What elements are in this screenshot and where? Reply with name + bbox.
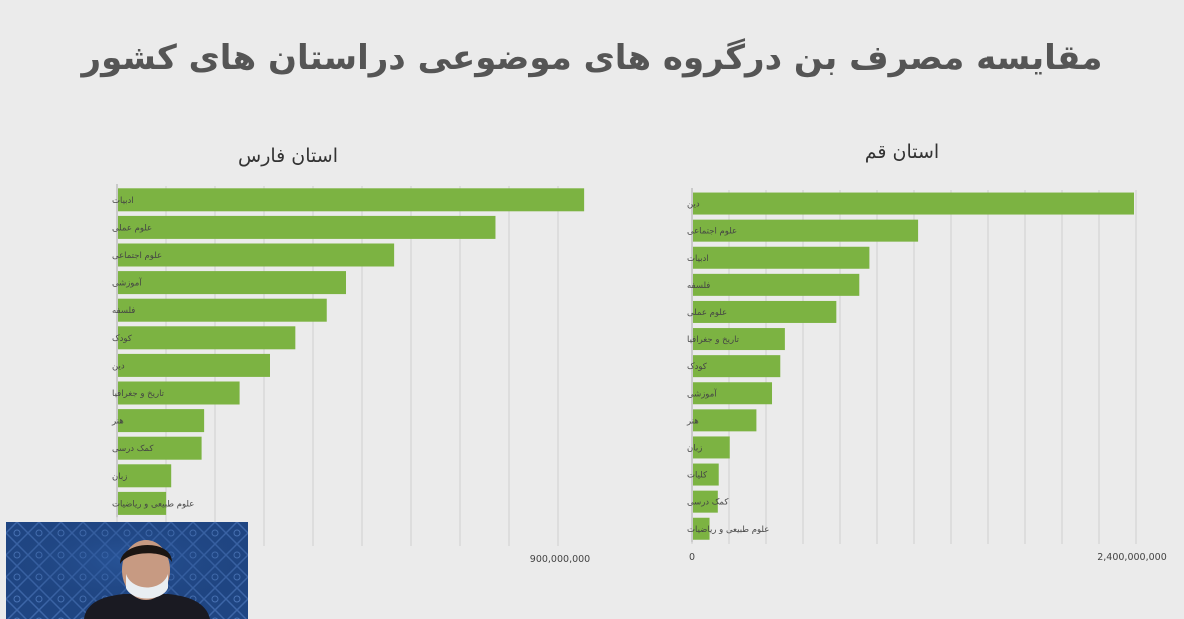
category-label: علوم اجتماعی [112,251,162,261]
category-label: تاریخ و جغرافیا [687,335,740,345]
bar [118,188,585,212]
category-label: علوم عملی [112,223,152,233]
category-label: علوم طبیعی و ریاضیات [112,499,194,509]
category-label: دین [687,200,700,210]
category-label: کلیات [687,471,708,481]
bar [693,355,781,378]
category-label: کودک [112,334,133,344]
bar [693,219,919,242]
bar [693,490,718,513]
category-label: فلسفه [687,281,710,291]
x-tick-label: 2,400,000,000 [1097,552,1167,563]
category-label: ادبیات [112,196,134,206]
bar [118,353,270,377]
category-label: زبان [687,443,702,453]
category-label: هنر [111,417,124,427]
x-tick-label: 900,000,000 [530,554,590,565]
bar [118,326,296,350]
bar [693,246,870,269]
bar [693,328,785,351]
category-label: هنر [686,416,699,426]
bar [118,436,202,460]
category-label: کمک درسی [112,444,154,454]
bar [693,436,730,459]
category-label: علوم طبیعی و ریاضیات [687,525,769,535]
bar [693,463,719,486]
bar [118,271,346,295]
category-label: علوم اجتماعی [687,227,737,237]
bar [693,517,710,540]
bar [118,409,205,433]
bar [118,491,167,515]
bar [118,243,395,267]
category-label: ادبیات [687,254,709,264]
category-label: زبان [112,472,127,482]
category-label: کمک درسی [687,498,729,508]
bar [118,215,496,239]
chart-title: استان فارس [238,145,338,167]
bar [693,300,837,323]
category-label: آموزشی [687,387,717,399]
bar [693,273,860,296]
chart-title: استان قم [865,141,939,163]
category-label: کودک [687,362,708,372]
category-label: تاریخ و جغرافیا [112,389,165,399]
category-label: آموزشی [112,277,142,289]
category-label: دین [112,361,125,371]
category-label: علوم عملی [687,308,727,318]
x-tick-label: 0 [689,552,695,563]
page-title: مقایسه مصرف بن درگروه های موضوعی دراستان… [81,38,1103,78]
bar [693,192,1134,215]
bar [693,382,773,405]
presenter-webcam [6,522,248,619]
bar [118,298,327,322]
category-label: فلسفه [112,306,135,316]
bar [118,381,240,405]
webcam-image [6,522,248,619]
bar [693,409,757,432]
bar [118,464,172,488]
